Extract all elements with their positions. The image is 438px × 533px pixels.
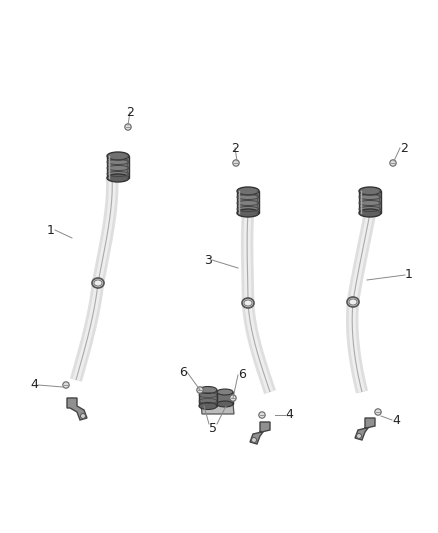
Polygon shape <box>200 393 234 414</box>
Ellipse shape <box>359 209 381 217</box>
Circle shape <box>251 438 257 442</box>
Text: 2: 2 <box>126 106 134 118</box>
Text: 2: 2 <box>231 141 239 155</box>
Ellipse shape <box>107 174 129 182</box>
Polygon shape <box>359 191 381 213</box>
Text: 6: 6 <box>179 366 187 378</box>
Circle shape <box>375 409 381 415</box>
Circle shape <box>230 395 236 401</box>
Polygon shape <box>250 422 270 444</box>
Text: 6: 6 <box>238 368 246 382</box>
Circle shape <box>63 382 69 388</box>
Circle shape <box>125 124 131 130</box>
Ellipse shape <box>237 187 259 195</box>
Ellipse shape <box>237 209 259 217</box>
Polygon shape <box>355 418 375 440</box>
Polygon shape <box>67 398 87 420</box>
Polygon shape <box>217 392 233 404</box>
Text: 4: 4 <box>392 414 400 426</box>
Text: 1: 1 <box>405 269 413 281</box>
Circle shape <box>357 433 361 439</box>
Text: 4: 4 <box>30 378 38 392</box>
Ellipse shape <box>217 389 233 395</box>
Ellipse shape <box>242 298 254 308</box>
Text: 1: 1 <box>47 223 55 237</box>
Circle shape <box>81 414 85 418</box>
Text: 5: 5 <box>209 422 217 434</box>
Text: 2: 2 <box>400 141 408 155</box>
Ellipse shape <box>359 187 381 195</box>
Ellipse shape <box>347 297 359 307</box>
Ellipse shape <box>349 299 357 305</box>
Ellipse shape <box>244 300 252 306</box>
Ellipse shape <box>217 401 233 407</box>
Circle shape <box>390 160 396 166</box>
Ellipse shape <box>107 152 129 160</box>
Circle shape <box>259 412 265 418</box>
Ellipse shape <box>199 402 217 409</box>
Ellipse shape <box>199 386 217 393</box>
Text: 3: 3 <box>204 254 212 266</box>
Circle shape <box>197 387 203 393</box>
Ellipse shape <box>92 278 104 288</box>
Ellipse shape <box>94 280 102 286</box>
Polygon shape <box>199 390 217 406</box>
Polygon shape <box>107 156 129 178</box>
Text: 4: 4 <box>285 408 293 422</box>
Polygon shape <box>237 191 259 213</box>
Circle shape <box>233 160 239 166</box>
